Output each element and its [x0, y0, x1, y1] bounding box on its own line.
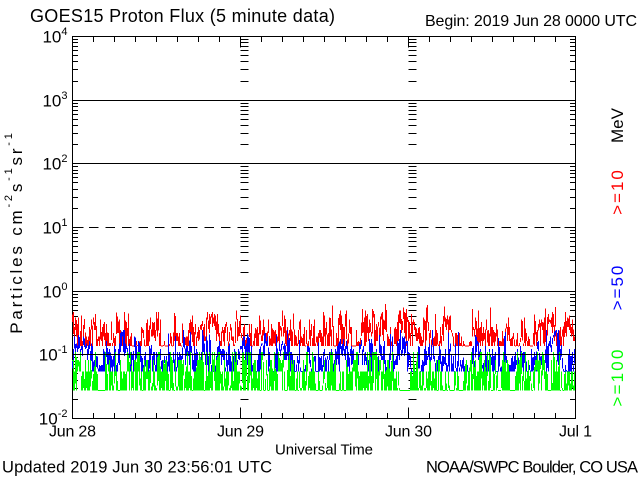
- svg-text:Jun 29: Jun 29: [217, 424, 264, 441]
- svg-text:>=10: >=10: [608, 168, 627, 215]
- svg-text:MeV: MeV: [608, 107, 627, 143]
- svg-text:>=100: >=100: [608, 347, 627, 406]
- svg-text:102: 102: [42, 153, 67, 174]
- svg-text:Jun 28: Jun 28: [49, 424, 96, 441]
- svg-text:100: 100: [42, 281, 67, 302]
- svg-text:Begin: 2019 Jun 28 0000 UTC: Begin: 2019 Jun 28 0000 UTC: [425, 13, 637, 30]
- svg-text:>=50: >=50: [608, 264, 627, 311]
- svg-text:104: 104: [42, 26, 67, 47]
- svg-text:Updated 2019 Jun 30 23:56:01 U: Updated 2019 Jun 30 23:56:01 UTC: [2, 459, 272, 477]
- svg-text:103: 103: [42, 90, 67, 111]
- svg-text:101: 101: [42, 217, 67, 238]
- svg-text:GOES15 Proton Flux (5 minute d: GOES15 Proton Flux (5 minute data): [30, 6, 335, 26]
- svg-text:Jun 30: Jun 30: [385, 424, 432, 441]
- svg-text:Particles cm-2s-1sr-1: Particles cm-2s-1sr-1: [3, 130, 26, 333]
- svg-text:Jul 1: Jul 1: [559, 424, 592, 441]
- svg-text:Universal Time: Universal Time: [275, 442, 373, 459]
- svg-text:NOAA/SWPC Boulder, CO USA: NOAA/SWPC Boulder, CO USA: [426, 459, 638, 477]
